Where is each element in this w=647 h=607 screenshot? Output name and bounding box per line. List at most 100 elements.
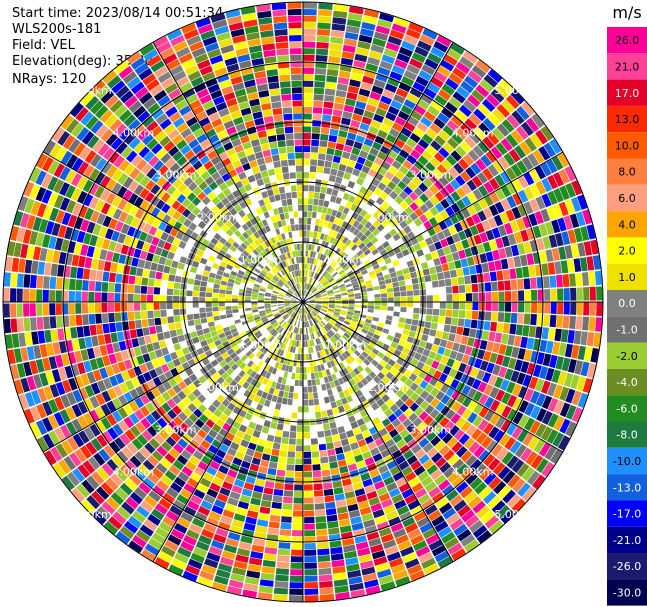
velocity-gate	[428, 539, 443, 551]
velocity-gate	[258, 397, 266, 406]
velocity-gate	[31, 260, 39, 275]
velocity-gate	[443, 53, 458, 67]
velocity-gate	[386, 334, 394, 342]
velocity-gate	[334, 310, 341, 314]
velocity-gate	[310, 250, 314, 258]
velocity-gate	[24, 259, 33, 274]
velocity-gate	[229, 491, 241, 500]
velocity-gate	[365, 279, 372, 285]
velocity-gate	[367, 331, 375, 337]
velocity-gate	[235, 165, 244, 175]
velocity-gate	[205, 419, 215, 429]
velocity-gate	[347, 569, 362, 579]
range-ring-label: 3.00km	[409, 169, 451, 182]
velocity-gate	[264, 298, 271, 301]
velocity-gate	[157, 95, 171, 107]
velocity-gate	[201, 275, 209, 282]
velocity-gate	[436, 248, 445, 257]
velocity-gate	[326, 75, 338, 83]
velocity-gate	[207, 242, 216, 250]
velocity-gate	[267, 238, 274, 246]
velocity-gate	[548, 234, 558, 248]
velocity-gate	[334, 493, 345, 501]
velocity-gate	[527, 153, 540, 168]
velocity-gate	[400, 546, 415, 557]
velocity-gate	[338, 316, 346, 321]
velocity-gate	[205, 106, 218, 117]
velocity-gate	[296, 340, 299, 347]
velocity-gate	[508, 357, 517, 370]
velocity-gate	[257, 263, 265, 270]
velocity-gate	[90, 153, 102, 168]
velocity-gate	[310, 286, 315, 292]
velocity-gate	[381, 176, 391, 186]
velocity-gate	[105, 178, 117, 192]
velocity-gate	[144, 191, 155, 203]
velocity-gate	[325, 81, 337, 90]
velocity-gate	[418, 411, 429, 421]
velocity-gate	[245, 293, 252, 297]
velocity-gate	[117, 172, 129, 185]
velocity-gate	[558, 169, 570, 184]
velocity-gate	[148, 226, 158, 236]
velocity-gate	[82, 280, 89, 291]
velocity-gate	[248, 392, 256, 401]
velocity-gate	[199, 307, 206, 313]
velocity-gate	[499, 79, 514, 94]
velocity-gate	[88, 182, 100, 196]
velocity-gate	[382, 117, 394, 128]
velocity-gate	[549, 354, 558, 369]
velocity-gate	[143, 519, 158, 532]
velocity-gate	[156, 395, 166, 406]
velocity-gate	[414, 406, 424, 417]
velocity-gate	[148, 351, 157, 361]
velocity-gate	[544, 302, 551, 314]
velocity-gate	[415, 546, 431, 558]
velocity-gate	[308, 244, 312, 251]
velocity-gate	[505, 94, 520, 109]
velocity-gate	[332, 480, 343, 489]
velocity-gate	[297, 290, 301, 297]
velocity-gate	[308, 284, 312, 291]
velocity-gate	[167, 281, 175, 289]
velocity-gate	[238, 378, 246, 386]
velocity-gate	[113, 385, 123, 397]
velocity-gate	[448, 225, 458, 235]
velocity-gate	[312, 288, 318, 294]
velocity-gate	[195, 324, 203, 331]
velocity-gate	[471, 175, 483, 188]
velocity-gate	[238, 234, 246, 243]
velocity-gate	[327, 292, 334, 296]
velocity-gate	[291, 312, 296, 318]
velocity-gate	[336, 279, 344, 285]
velocity-gate	[454, 334, 462, 344]
velocity-gate	[225, 228, 234, 237]
velocity-gate	[287, 331, 292, 339]
velocity-gate	[121, 370, 131, 382]
velocity-gate	[215, 324, 223, 331]
velocity-gate	[270, 508, 282, 516]
velocity-gate	[36, 289, 43, 302]
velocity-gate	[139, 43, 155, 56]
velocity-gate	[106, 205, 117, 218]
velocity-gate	[63, 455, 77, 471]
velocity-gate	[541, 410, 553, 425]
velocity-gate	[95, 124, 109, 138]
velocity-gate	[457, 504, 471, 518]
velocity-gate	[279, 81, 291, 88]
velocity-gate	[221, 372, 230, 381]
velocity-gate	[385, 371, 394, 380]
velocity-gate	[163, 424, 174, 436]
velocity-gate	[100, 417, 112, 430]
velocity-gate	[228, 337, 236, 345]
velocity-gate	[196, 88, 210, 99]
velocity-gate	[199, 570, 215, 581]
velocity-gate	[426, 302, 433, 309]
velocity-gate	[253, 451, 263, 459]
velocity-gate	[248, 244, 255, 252]
velocity-gate	[395, 87, 409, 99]
velocity-gate	[174, 427, 186, 438]
velocity-gate	[311, 287, 316, 293]
velocity-gate	[99, 367, 109, 379]
velocity-gate	[291, 372, 296, 380]
